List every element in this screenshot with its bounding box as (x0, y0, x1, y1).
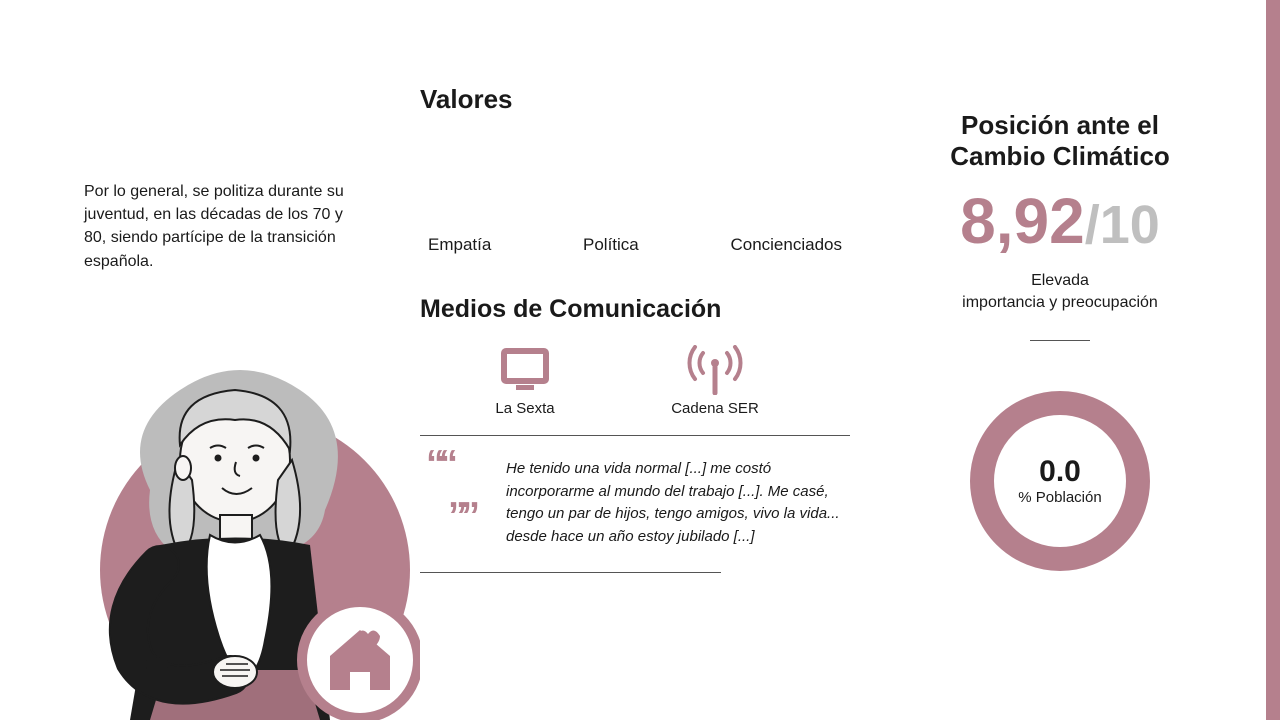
column-middle: Valores Empatía Política Concienciados M… (380, 0, 880, 720)
heading-valores: Valores (420, 84, 850, 115)
value-item: Concienciados (730, 235, 842, 255)
intro-paragraph: Por lo general, se politiza durante su j… (84, 180, 350, 273)
media-item-radio: Cadena SER (640, 344, 790, 417)
column-right: Posición ante el Cambio Climático 8,92/1… (880, 0, 1260, 720)
home-heart-badge (302, 602, 418, 718)
donut-value: 0.0 (1039, 455, 1081, 489)
quote-block: ““ „„ He tenido una vida normal [...] me… (420, 450, 850, 558)
climate-score: 8,92/10 (900, 184, 1220, 258)
score-description: Elevada importancia y preocupación (900, 270, 1220, 313)
value-item: Empatía (428, 235, 491, 255)
heading-medios: Medios de Comunicación (420, 295, 850, 324)
score-value: 8,92 (960, 185, 1085, 257)
accent-side-bar (1266, 0, 1280, 720)
divider (420, 572, 721, 573)
tv-icon (450, 344, 600, 396)
donut-label: % Población (1018, 489, 1101, 506)
column-left: Por lo general, se politiza durante su j… (0, 0, 380, 720)
media-label: La Sexta (450, 400, 600, 417)
heading-position: Posición ante el Cambio Climático (900, 110, 1220, 172)
divider (420, 435, 850, 436)
values-row: Empatía Política Concienciados (420, 235, 850, 255)
persona-illustration (60, 340, 420, 720)
radio-icon (640, 344, 790, 396)
divider (1030, 340, 1090, 341)
value-item: Política (583, 235, 639, 255)
media-item-tv: La Sexta (450, 344, 600, 417)
quote-text: He tenido una vida normal [...] me costó… (486, 454, 844, 548)
media-row: La Sexta Cadena SER (420, 344, 850, 417)
media-label: Cadena SER (640, 400, 790, 417)
population-donut: 0.0 % Población (960, 381, 1160, 581)
quote-marks-icon: ““ „„ (426, 454, 474, 548)
